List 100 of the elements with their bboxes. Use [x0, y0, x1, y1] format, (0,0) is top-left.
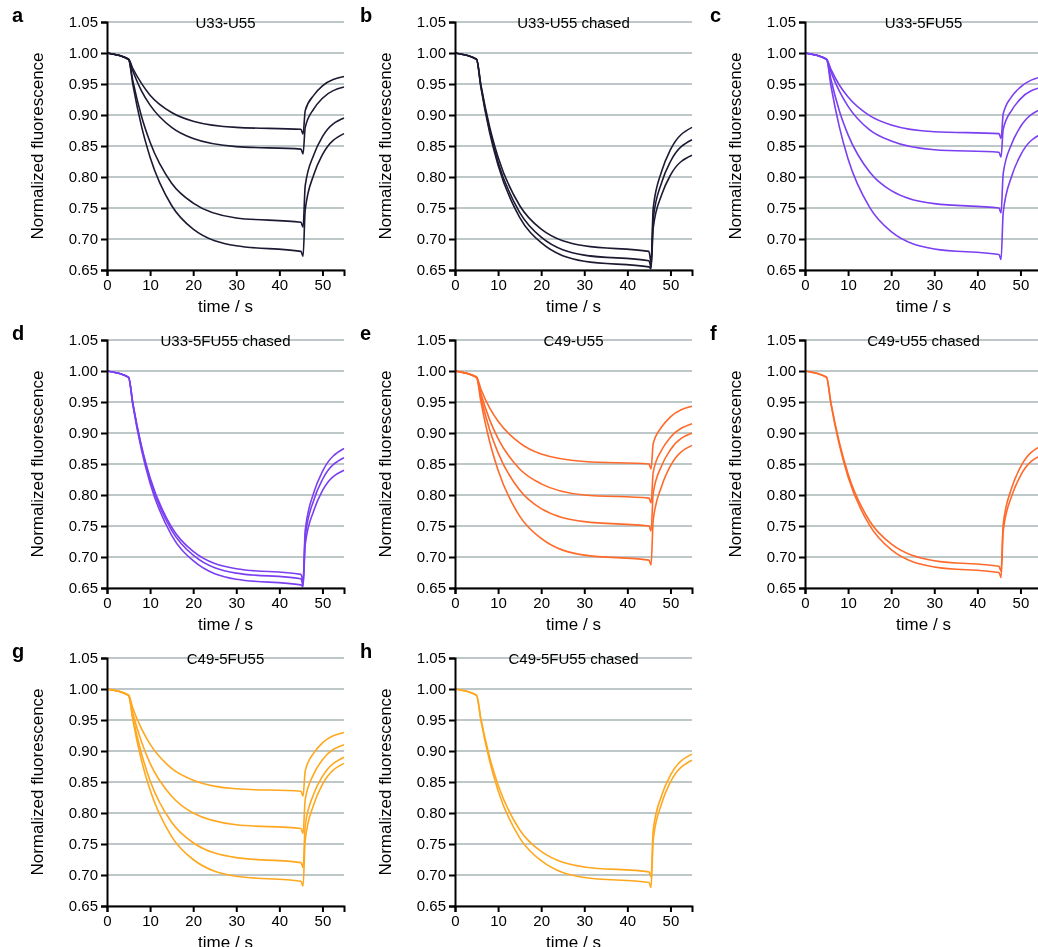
x-tick-label: 20 — [883, 275, 901, 293]
chart-title: U33-U55 — [195, 14, 256, 31]
x-tick-label: 50 — [662, 593, 680, 611]
y-tick-label: 0.70 — [766, 548, 796, 566]
y-axis-title: Normalized fluorescence — [28, 52, 47, 240]
text: c — [710, 4, 722, 26]
chart-title: C49-U55 chased — [867, 332, 980, 349]
y-axis-title: Normalized fluorescence — [28, 688, 47, 876]
y-tick-label: 1.00 — [416, 680, 446, 698]
x-tick-label: 30 — [576, 275, 594, 293]
x-tick-label: 30 — [228, 593, 246, 611]
y-tick-label: 1.00 — [766, 362, 796, 380]
y-tick-label: 0.65 — [416, 897, 446, 915]
y-tick-label: 0.80 — [416, 804, 446, 822]
x-tick-label: 20 — [533, 593, 551, 611]
x-tick-label: 10 — [142, 911, 159, 929]
text: g — [12, 640, 25, 662]
y-tick-label: 0.65 — [766, 261, 796, 279]
y-tick-label: 0.70 — [766, 230, 796, 248]
text: f — [710, 322, 717, 344]
x-axis-title: time / s — [896, 297, 951, 316]
x-tick-label: 20 — [185, 911, 203, 929]
text: h — [360, 640, 373, 662]
chart-title: U33-5FU55 chased — [160, 332, 291, 349]
y-tick-label: 0.65 — [416, 579, 446, 597]
y-tick-label: 0.80 — [68, 486, 98, 504]
y-tick-label: 0.70 — [68, 548, 98, 566]
x-tick-label: 0 — [801, 275, 810, 293]
x-tick-label: 30 — [926, 593, 944, 611]
x-tick-label: 40 — [271, 593, 289, 611]
text: a — [12, 4, 24, 26]
x-tick-label: 50 — [662, 911, 680, 929]
y-tick-label: 0.90 — [766, 106, 796, 124]
x-axis-title: time / s — [546, 297, 601, 316]
y-tick-label: 0.90 — [68, 742, 98, 760]
y-tick-label: 0.65 — [416, 261, 446, 279]
y-tick-label: 1.05 — [68, 13, 98, 31]
y-tick-label: 1.05 — [416, 649, 446, 667]
x-tick-label: 40 — [619, 275, 637, 293]
x-tick-label: 50 — [314, 593, 332, 611]
x-tick-label: 50 — [1012, 275, 1030, 293]
y-tick-label: 0.65 — [68, 261, 98, 279]
y-tick-label: 0.70 — [416, 548, 446, 566]
y-tick-label: 0.90 — [416, 742, 446, 760]
y-tick-label: 0.65 — [766, 579, 796, 597]
y-tick-label: 0.90 — [68, 106, 98, 124]
x-axis-title: time / s — [546, 615, 601, 634]
chart-title: U33-5FU55 — [884, 14, 963, 31]
x-tick-label: 30 — [926, 275, 944, 293]
x-tick-label: 0 — [103, 275, 112, 293]
y-tick-label: 0.65 — [68, 897, 98, 915]
y-tick-label: 0.85 — [416, 773, 446, 791]
y-tick-label: 0.70 — [68, 866, 98, 884]
x-tick-label: 30 — [576, 593, 594, 611]
y-tick-label: 0.85 — [68, 137, 98, 155]
y-tick-label: 0.85 — [416, 455, 446, 473]
x-tick-label: 50 — [662, 275, 680, 293]
y-axis-title: Normalized fluorescence — [28, 370, 47, 558]
y-tick-label: 0.70 — [68, 230, 98, 248]
x-tick-label: 30 — [228, 275, 246, 293]
x-tick-label: 0 — [801, 593, 810, 611]
y-tick-label: 0.70 — [416, 230, 446, 248]
y-tick-label: 0.95 — [766, 393, 796, 411]
x-tick-label: 50 — [1012, 593, 1030, 611]
y-tick-label: 0.75 — [416, 517, 446, 535]
y-tick-label: 0.90 — [416, 106, 446, 124]
y-tick-label: 1.00 — [68, 44, 98, 62]
x-axis-title: time / s — [896, 615, 951, 634]
y-axis-title: Normalized fluorescence — [726, 52, 745, 240]
y-tick-label: 0.80 — [766, 486, 796, 504]
y-axis-title: Normalized fluorescence — [726, 370, 745, 558]
y-tick-label: 0.75 — [416, 199, 446, 217]
y-tick-label: 1.00 — [68, 362, 98, 380]
x-tick-label: 10 — [142, 275, 159, 293]
y-tick-label: 0.90 — [766, 424, 796, 442]
x-tick-label: 40 — [969, 275, 987, 293]
x-tick-label: 10 — [840, 275, 857, 293]
x-tick-label: 20 — [185, 593, 203, 611]
x-tick-label: 10 — [142, 593, 159, 611]
y-tick-label: 1.05 — [766, 13, 796, 31]
y-tick-label: 0.90 — [68, 424, 98, 442]
x-tick-label: 20 — [883, 593, 901, 611]
x-tick-label: 40 — [271, 911, 289, 929]
y-tick-label: 0.65 — [68, 579, 98, 597]
x-tick-label: 40 — [271, 275, 289, 293]
y-tick-label: 0.95 — [416, 711, 446, 729]
y-tick-label: 1.05 — [416, 331, 446, 349]
y-tick-label: 1.05 — [68, 331, 98, 349]
y-tick-label: 0.75 — [68, 517, 98, 535]
x-tick-label: 20 — [533, 911, 551, 929]
y-axis-title: Normalized fluorescence — [376, 370, 395, 558]
y-tick-label: 1.00 — [416, 44, 446, 62]
chart-title: C49-U55 — [543, 332, 604, 349]
y-tick-label: 0.95 — [766, 75, 796, 93]
y-tick-label: 1.00 — [416, 362, 446, 380]
x-tick-label: 20 — [185, 275, 203, 293]
y-tick-label: 0.80 — [416, 168, 446, 186]
x-tick-label: 50 — [314, 275, 332, 293]
y-tick-label: 1.05 — [68, 649, 98, 667]
y-tick-label: 0.95 — [68, 75, 98, 93]
